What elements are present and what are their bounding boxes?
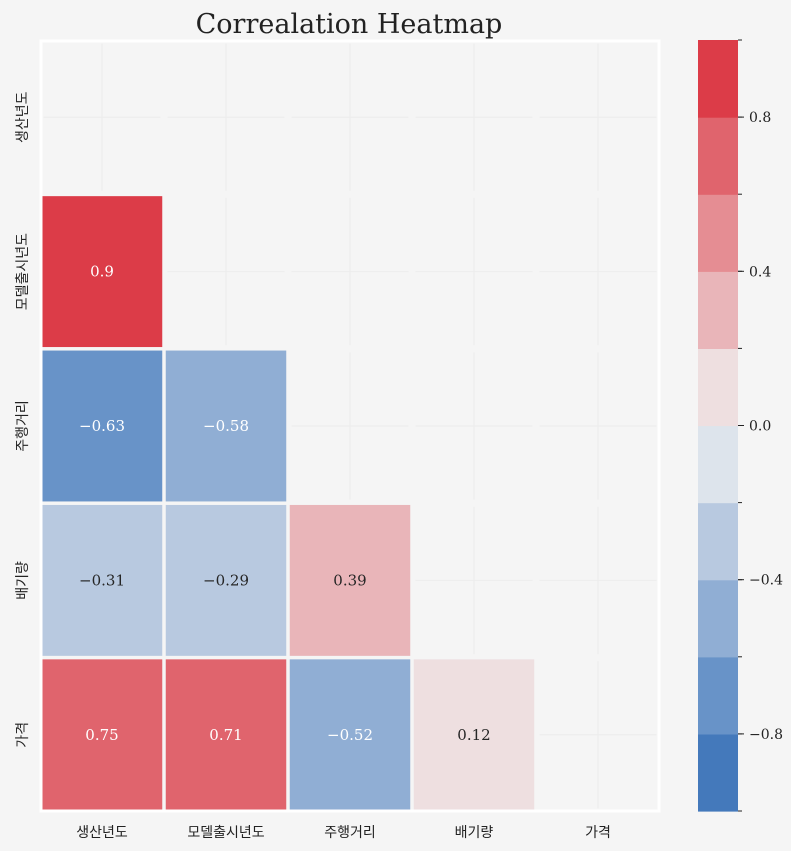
cell-value-label: 0.39 bbox=[333, 571, 366, 589]
x-tick-label: 가격 bbox=[585, 825, 611, 841]
heatmap-cell bbox=[41, 196, 163, 348]
colorbar-bin bbox=[698, 502, 738, 581]
x-tick-label: 생산년도 bbox=[76, 825, 128, 841]
cell-value-label: −0.63 bbox=[79, 417, 125, 435]
colorbar-bin bbox=[698, 40, 738, 118]
cell-value-label: −0.58 bbox=[203, 417, 249, 435]
colorbar-tick-label: −0.8 bbox=[749, 727, 783, 743]
heatmap-cell bbox=[289, 504, 411, 656]
colorbar-bin bbox=[698, 425, 738, 504]
x-tick-label: 배기량 bbox=[455, 825, 494, 841]
colorbar-tick-label: 0.0 bbox=[749, 419, 771, 435]
y-tick-label: 가격 bbox=[15, 722, 31, 748]
cell-value-label: 0.9 bbox=[90, 263, 114, 281]
colorbar-bin bbox=[698, 348, 738, 427]
cell-value-label: −0.31 bbox=[79, 571, 125, 589]
y-tick-label: 생산년도 bbox=[15, 91, 31, 143]
cell-value-label: 0.71 bbox=[209, 726, 242, 744]
colorbar: 0.8 0.4 0.0 −0.4 −0.8 bbox=[698, 39, 783, 812]
colorbar-bin bbox=[698, 579, 738, 658]
heatmap-cell bbox=[41, 350, 163, 502]
heatmap-cell bbox=[165, 504, 287, 656]
heatmap-cell bbox=[41, 659, 163, 811]
y-tick-label: 주행거리 bbox=[15, 400, 31, 452]
cell-value-label: 0.12 bbox=[457, 726, 490, 744]
cell-value-label: 0.75 bbox=[85, 726, 118, 744]
x-axis-tick-labels: 생산년도 모델출시년도 주행거리 배기량 가격 bbox=[76, 825, 611, 841]
colorbar-bin bbox=[698, 656, 738, 735]
colorbar-tick-label: 0.4 bbox=[749, 264, 771, 280]
y-tick-label: 모델출시년도 bbox=[15, 233, 31, 310]
x-tick-label: 주행거리 bbox=[324, 825, 376, 841]
heatmap-cell bbox=[289, 659, 411, 811]
colorbar-bin bbox=[698, 271, 738, 349]
colorbar-bin bbox=[698, 733, 738, 812]
heatmap-cells: 0.9 −0.63 −0.58 −0.31 −0.29 0.39 0.75 0.71 −0.52… bbox=[39, 39, 661, 813]
y-tick-label: 배기량 bbox=[15, 561, 31, 600]
chart-title: Correalation Heatmap bbox=[196, 9, 503, 40]
cell-value-label: −0.29 bbox=[203, 571, 249, 589]
x-tick-label: 모델출시년도 bbox=[187, 825, 264, 841]
heatmap-cell bbox=[41, 504, 163, 656]
colorbar-tick-label: −0.4 bbox=[749, 573, 783, 589]
colorbar-bin bbox=[698, 117, 738, 195]
colorbar-tick-label: 0.8 bbox=[749, 110, 771, 126]
grid-border bbox=[39, 39, 661, 813]
heatmap-cell bbox=[165, 350, 287, 502]
heatmap-cell bbox=[413, 659, 535, 811]
heatmap-cell bbox=[165, 659, 287, 811]
cell-value-label: −0.52 bbox=[327, 726, 373, 744]
colorbar-bin bbox=[698, 194, 738, 272]
